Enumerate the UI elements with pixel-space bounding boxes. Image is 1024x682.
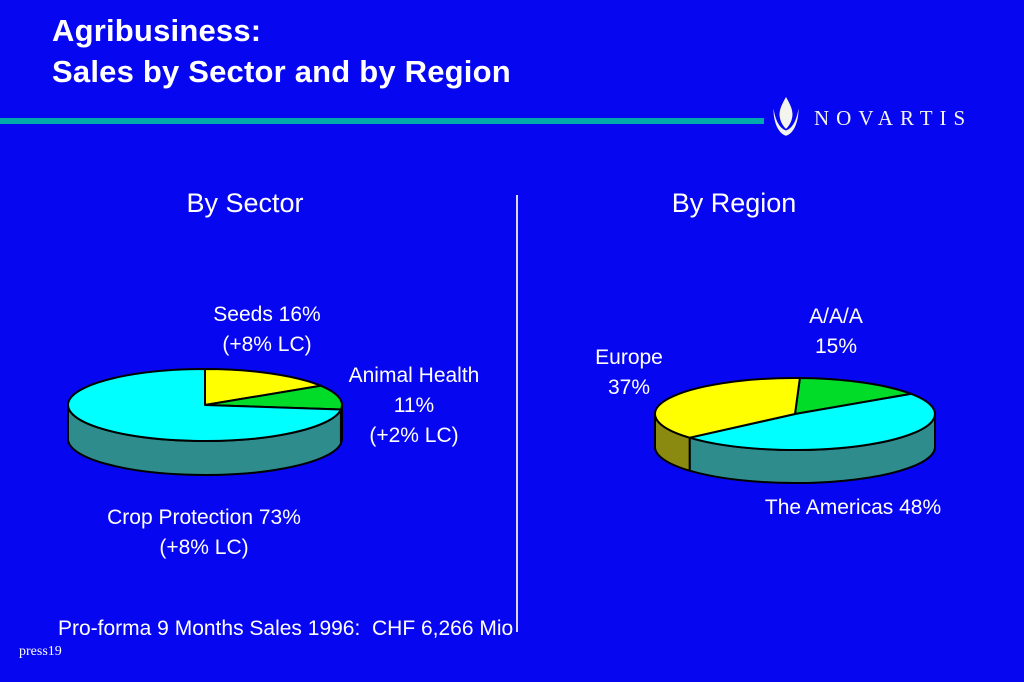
label-crop-protection: Crop Protection 73% (+8% LC) (107, 506, 301, 559)
label-europe: Europe 37% (595, 346, 663, 399)
pie-slice-aaa (794, 377, 913, 415)
accent-rule (0, 118, 764, 124)
slide-title-line2: Sales by Sector and by Region (52, 54, 511, 89)
page-label: press19 (19, 644, 62, 659)
novartis-wordmark: NOVARTIS (814, 106, 973, 130)
footer-note: Pro-forma 9 Months Sales 1996: CHF 6,266… (58, 617, 514, 640)
chart-heading-by-region: By Region (671, 188, 797, 218)
label-seeds: Seeds 16% (+8% LC) (213, 303, 321, 356)
slide-title: Agribusiness: Sales by Sector and by Reg… (52, 10, 511, 92)
label-animal-health: Animal Health 11% (+2% LC) (348, 364, 480, 447)
chart-heading-by-sector: By Sector (186, 188, 304, 218)
pie-slice-europe (654, 377, 801, 439)
novartis-flame-icon (773, 97, 799, 136)
pie-slice-seeds (204, 368, 322, 406)
label-the-americas: The Americas 48% (764, 496, 942, 519)
label-aaa: A/A/A 15% (809, 305, 863, 358)
slide-title-line1: Agribusiness: (52, 13, 262, 48)
panel-divider (516, 195, 518, 632)
pie-slice-the-americas (688, 392, 936, 451)
pie-slice-crop-protection (67, 368, 342, 442)
novartis-logo: NOVARTIS (768, 96, 998, 144)
